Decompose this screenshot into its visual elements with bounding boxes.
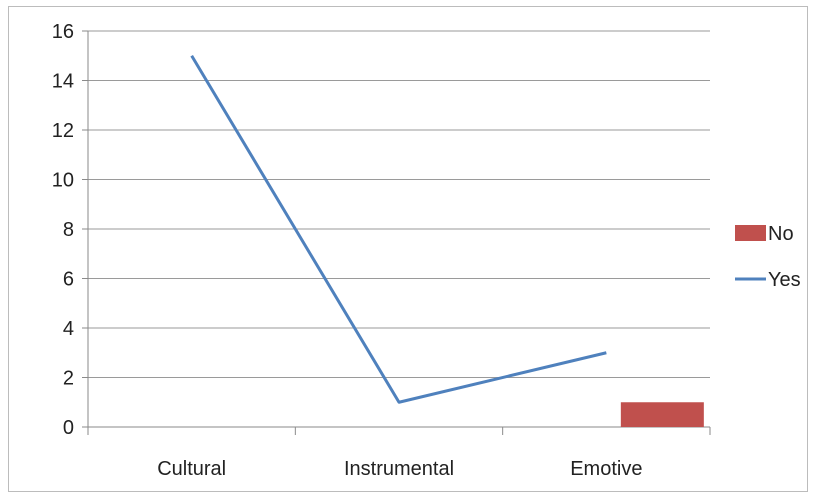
y-tick-label: 4 xyxy=(63,318,74,340)
y-tick-label: 16 xyxy=(52,21,74,43)
legend-label-no: No xyxy=(768,223,794,245)
x-tick-label: Emotive xyxy=(570,458,642,480)
y-tick-label: 10 xyxy=(52,170,74,192)
y-tick-labels: 0 2 4 6 8 10 12 14 16 xyxy=(52,21,74,439)
y-tick-label: 8 xyxy=(63,219,74,241)
x-tick-label: Instrumental xyxy=(344,458,454,480)
y-tick-label: 12 xyxy=(52,120,74,142)
y-tick-label: 0 xyxy=(63,417,74,439)
axes xyxy=(82,30,711,435)
x-tick-label: Cultural xyxy=(157,458,226,480)
y-tick-label: 2 xyxy=(63,368,74,390)
legend: No Yes xyxy=(735,223,801,291)
x-tick-labels: Cultural Instrumental Emotive xyxy=(157,458,642,480)
y-tick-label: 6 xyxy=(63,269,74,291)
line-series xyxy=(190,54,607,404)
y-tick-label: 14 xyxy=(52,71,74,93)
bars-series xyxy=(620,402,704,427)
legend-label-yes: Yes xyxy=(768,269,801,291)
bar-no-emotive xyxy=(620,402,704,427)
gridlines xyxy=(88,30,710,378)
legend-swatch-no xyxy=(735,225,766,241)
